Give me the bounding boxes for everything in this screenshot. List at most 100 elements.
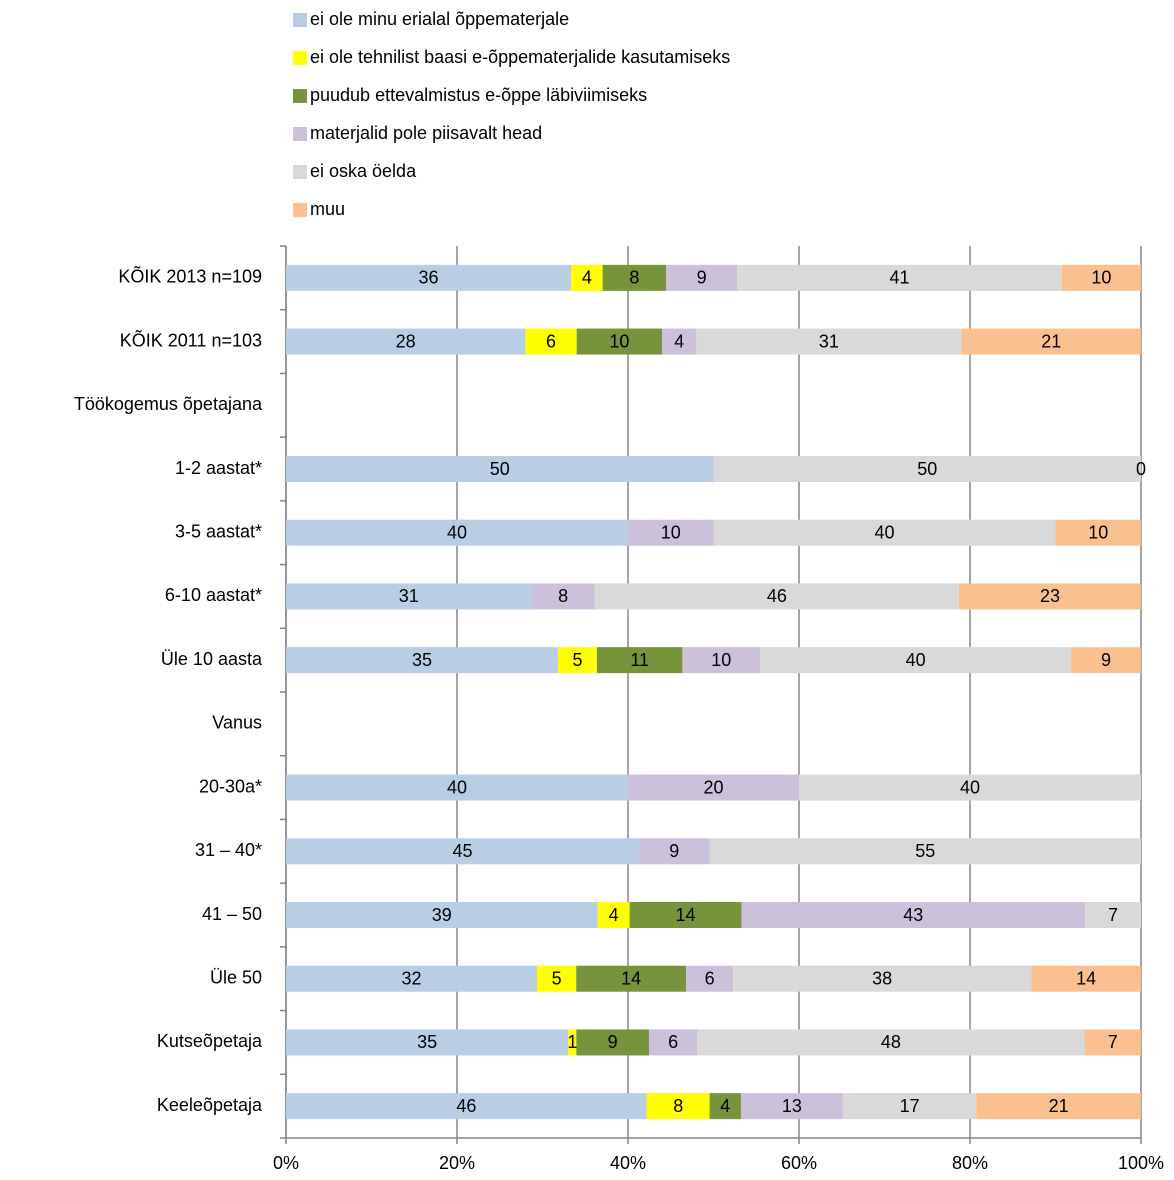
y-tick-label: Kutseõpetaja <box>157 1031 263 1051</box>
data-label: 32 <box>401 968 421 988</box>
data-label: 10 <box>1088 522 1108 542</box>
y-tick-label: KÕIK 2013 n=109 <box>118 266 262 287</box>
bar-segment <box>531 583 595 610</box>
legend-swatch <box>293 51 307 65</box>
data-label: 46 <box>456 1096 476 1116</box>
data-label: 6 <box>668 1032 678 1052</box>
data-label: 46 <box>767 586 787 606</box>
y-tick-label: Üle 10 aasta <box>161 649 263 669</box>
bar-segment <box>958 583 1141 610</box>
legend-swatch <box>293 13 307 27</box>
data-label: 41 <box>890 268 910 288</box>
bar-segment <box>628 774 799 801</box>
y-tick-label: 1-2 aastat* <box>175 458 262 478</box>
legend-label: ei oska öelda <box>310 161 417 181</box>
bar-segment <box>686 965 734 992</box>
data-label: 11 <box>630 650 649 670</box>
data-label: 20 <box>703 777 723 797</box>
y-tick-label: 3-5 aastat* <box>175 521 262 541</box>
x-tick-label: 20% <box>439 1153 475 1173</box>
bar-segment <box>568 1029 577 1056</box>
data-label: 9 <box>697 268 707 288</box>
data-label: 45 <box>452 841 472 861</box>
data-label: 31 <box>819 331 839 351</box>
bar-segment <box>662 328 697 355</box>
bar-segment <box>1061 264 1141 291</box>
bar-segment <box>741 902 1086 928</box>
bar-segment <box>1084 1029 1141 1056</box>
data-label: 36 <box>418 268 438 288</box>
data-label: 1 <box>567 1032 577 1052</box>
y-tick-label: 6-10 aastat* <box>165 585 262 605</box>
data-label: 10 <box>661 522 681 542</box>
bar-segment <box>713 519 1056 546</box>
legend-label: ei ole tehnilist baasi e-õppematerjalide… <box>310 47 730 67</box>
bar-segment <box>648 1029 698 1056</box>
data-label: 5 <box>552 968 562 988</box>
bar-segment <box>537 965 577 992</box>
data-label: 21 <box>1041 331 1061 351</box>
y-tick-label: KÕIK 2011 n=103 <box>120 329 262 350</box>
data-label: 23 <box>1040 586 1060 606</box>
bar-segment <box>697 1029 1085 1056</box>
legend-label: materjalid pole piisavalt head <box>310 123 542 143</box>
data-label: 21 <box>1049 1096 1069 1116</box>
legend-label: puudub ettevalmistus e-õppe läbiviimisek… <box>310 85 647 105</box>
bar-segment <box>733 965 1032 992</box>
data-label: 35 <box>417 1032 437 1052</box>
data-label: 39 <box>432 905 452 925</box>
bar-segment <box>558 647 597 674</box>
data-label: 5 <box>572 650 582 670</box>
bar-segment <box>628 519 714 546</box>
data-label: 38 <box>872 968 892 988</box>
bar-segment <box>602 264 666 291</box>
bar-segment <box>576 965 687 992</box>
bar-segment <box>961 328 1141 355</box>
legend-swatch <box>293 89 307 103</box>
data-label: 28 <box>396 331 416 351</box>
bar-segment <box>571 264 603 291</box>
legend-label: ei ole minu erialal õppematerjale <box>310 9 569 29</box>
x-tick-label: 0% <box>273 1153 299 1173</box>
bar-segment <box>286 838 639 865</box>
data-label: 31 <box>399 586 419 606</box>
bar-segment <box>1071 647 1141 674</box>
data-label: 8 <box>558 586 568 606</box>
y-tick-label: Keeleõpetaja <box>157 1095 263 1115</box>
x-tick-label: 80% <box>952 1153 988 1173</box>
data-label: 8 <box>673 1096 683 1116</box>
data-label: 35 <box>412 650 432 670</box>
y-tick-label: 20-30a* <box>199 776 262 796</box>
data-label: 9 <box>608 1032 618 1052</box>
x-tick-label: 60% <box>781 1153 817 1173</box>
bar-segment <box>740 1093 843 1120</box>
data-label: 4 <box>674 331 684 351</box>
y-tick-label: Üle 50 <box>210 967 262 987</box>
bar-segment <box>286 583 532 610</box>
data-label: 17 <box>900 1096 920 1116</box>
bar-segment <box>286 1029 569 1056</box>
bar-segment <box>713 456 1141 482</box>
data-label: 14 <box>621 968 641 988</box>
bar-segment <box>596 647 683 674</box>
data-label: 4 <box>582 268 592 288</box>
data-label: 10 <box>1091 268 1111 288</box>
bar-segment <box>1031 965 1141 992</box>
data-label: 9 <box>669 841 679 861</box>
bar-segment <box>696 328 962 355</box>
data-label: 14 <box>1076 968 1096 988</box>
bar-segment <box>760 647 1072 674</box>
data-label: 40 <box>447 777 467 797</box>
bar-segment <box>629 902 742 928</box>
data-label: 7 <box>1108 905 1118 925</box>
data-label: 9 <box>1101 650 1111 670</box>
bar-segment <box>286 774 628 801</box>
data-label: 40 <box>906 650 926 670</box>
data-label: 4 <box>720 1096 730 1116</box>
data-label: 6 <box>546 331 556 351</box>
y-tick-label: Töökogemus õpetajana <box>74 394 263 414</box>
bar-segment <box>737 264 1062 291</box>
bar-segment <box>286 328 526 355</box>
data-label: 10 <box>711 650 731 670</box>
data-label: 55 <box>915 841 935 861</box>
